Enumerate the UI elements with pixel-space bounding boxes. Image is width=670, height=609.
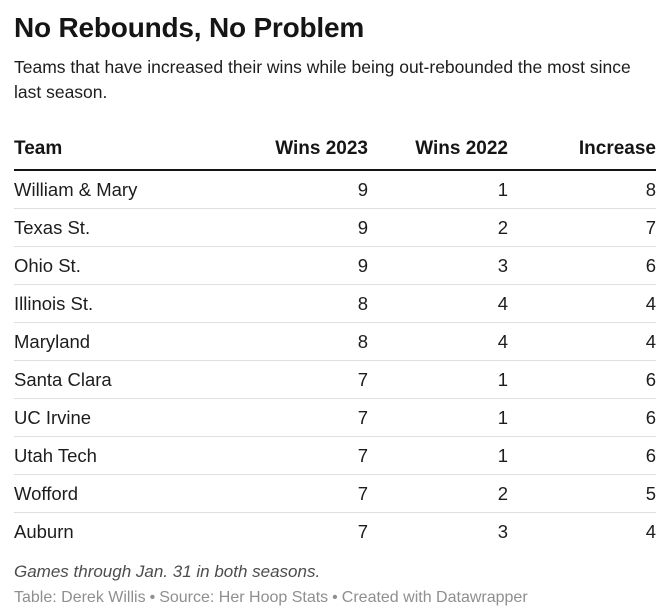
value-cell: 7 xyxy=(228,398,368,437)
column-header-wins-2023: Wins 2023 xyxy=(228,138,368,172)
value-cell: 1 xyxy=(368,436,508,475)
table-credit: Table: Derek Willis xyxy=(14,589,146,607)
table-row: Utah Tech 7 1 6 xyxy=(14,436,656,475)
value-cell: 8 xyxy=(645,178,656,200)
value-cell: 9 xyxy=(357,178,368,200)
team-name-cell: William & Mary xyxy=(14,178,138,200)
team-name-cell: Illinois St. xyxy=(14,284,228,323)
value-cell: 1 xyxy=(368,360,508,399)
value-cell: 6 xyxy=(508,436,656,475)
value-cell: 4 xyxy=(508,284,656,323)
value-cell: 5 xyxy=(508,474,656,513)
value-cell: 4 xyxy=(508,512,656,551)
chart-subtitle: Teams that have increased their wins whi… xyxy=(14,57,631,102)
value-cell: 7 xyxy=(228,512,368,551)
value-cell: 4 xyxy=(368,322,508,361)
table-row: Texas St. 9 2 7 xyxy=(14,208,656,247)
value-cell: 2 xyxy=(368,474,508,513)
team-name-cell: UC Irvine xyxy=(14,398,228,437)
team-name-cell: Auburn xyxy=(14,512,228,551)
value-cell: 8 xyxy=(228,322,368,361)
column-header-wins-2022: Wins 2022 xyxy=(368,138,508,172)
value-cell: 7 xyxy=(228,474,368,513)
value-cell: 3 xyxy=(368,246,508,285)
table-notes: Games through Jan. 31 in both seasons. xyxy=(14,562,321,582)
table-row: William & Mary 9 1 8 xyxy=(14,170,656,209)
datawrapper-credit: Created with Datawrapper xyxy=(341,589,528,607)
value-cell: 9 xyxy=(228,208,368,247)
team-name-cell: Santa Clara xyxy=(14,360,228,399)
wins-table: Team Wins 2023 Wins 2022 Increase William &… xyxy=(14,138,656,551)
team-name-cell: Wofford xyxy=(14,474,228,513)
value-cell: 7 xyxy=(508,208,656,247)
value-cell: 6 xyxy=(508,360,656,399)
bullet-separator: • xyxy=(149,589,156,607)
table-body: William & Mary 9 1 8 Texas St. 9 2 7 Ohio St. 9 3 6… xyxy=(14,170,656,551)
value-cell: 1 xyxy=(497,178,508,200)
value-cell: 7 xyxy=(228,360,368,399)
team-name-cell: Texas St. xyxy=(14,208,228,247)
value-cell: 4 xyxy=(368,284,508,323)
value-cell: 2 xyxy=(368,208,508,247)
value-cell: 6 xyxy=(508,246,656,285)
team-name-cell: Ohio St. xyxy=(14,246,228,285)
value-cell: 8 xyxy=(228,284,368,323)
value-cell: 1 xyxy=(368,398,508,437)
attribution-line: Table: Derek Willis • Source: Her Hoop Sta… xyxy=(14,588,656,609)
table-row: Wofford 7 2 5 xyxy=(14,474,656,513)
value-cell: 4 xyxy=(508,322,656,361)
table-row: Santa Clara 7 1 6 xyxy=(14,360,656,399)
value-cell: 7 xyxy=(228,436,368,475)
column-header-team: Team xyxy=(14,138,228,172)
table-row: UC Irvine 7 1 6 xyxy=(14,398,656,437)
table-header-row: Team Wins 2023 Wins 2022 Increase xyxy=(14,138,656,172)
value-cell: 6 xyxy=(508,398,656,437)
team-name-cell: Utah Tech xyxy=(14,436,228,475)
value-cell: 3 xyxy=(368,512,508,551)
table-row: Illinois St. 8 4 4 xyxy=(14,284,656,323)
table-row: Ohio St. 9 3 6 xyxy=(14,246,656,285)
team-name-cell: Maryland xyxy=(14,322,228,361)
table-row: Maryland 8 4 4 xyxy=(14,322,656,361)
value-cell: 9 xyxy=(228,246,368,285)
bullet-separator: • xyxy=(332,589,338,607)
source-credit: Source: Her Hoop Stats xyxy=(159,589,329,607)
column-header-increase: Increase xyxy=(508,138,656,172)
table-row: Auburn 7 3 4 xyxy=(14,512,656,551)
chart-title: No Rebounds, No Problem xyxy=(14,12,365,43)
